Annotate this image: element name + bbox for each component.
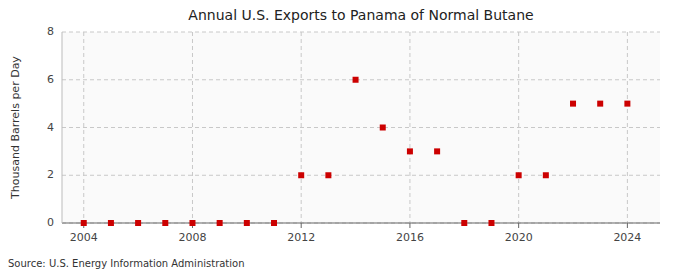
x-tick-label: 2024 <box>613 231 641 244</box>
grid <box>62 32 660 223</box>
y-tick-label: 8 <box>47 25 54 38</box>
point <box>516 172 522 178</box>
y-axis-label: Thousand Barrels per Day <box>9 56 22 200</box>
y-axis-line <box>62 32 63 223</box>
x-tick-label: 2016 <box>396 231 424 244</box>
point <box>298 172 304 178</box>
point <box>135 220 141 226</box>
x-tick-label: 2008 <box>178 231 206 244</box>
x-tick <box>627 223 628 228</box>
y-tick-label: 4 <box>47 121 54 134</box>
point <box>488 220 494 226</box>
point <box>380 125 386 131</box>
point <box>434 148 440 154</box>
y-grid-line <box>62 79 660 80</box>
point <box>217 220 223 226</box>
point <box>271 220 277 226</box>
point <box>81 220 87 226</box>
y-tick-label: 6 <box>47 73 54 86</box>
x-grid-line <box>627 32 628 223</box>
x-tick-label: 2004 <box>70 231 98 244</box>
source-note: Source: U.S. Energy Information Administ… <box>8 258 245 269</box>
x-grid-line <box>518 32 519 223</box>
x-axis-line <box>62 223 660 224</box>
x-grid-line <box>409 32 410 223</box>
point <box>461 220 467 226</box>
axes: 0 2 4 6 8 2004 2008 2012 2016 2020 2024 <box>47 25 660 244</box>
x-grid-line <box>192 32 193 223</box>
point <box>244 220 250 226</box>
y-grid-line <box>62 175 660 176</box>
point <box>353 77 359 83</box>
y-tick-label: 0 <box>47 216 54 229</box>
y-tick-label: 2 <box>47 168 54 181</box>
y-grid-line <box>62 223 660 224</box>
point <box>108 220 114 226</box>
points <box>81 77 631 226</box>
point <box>325 172 331 178</box>
point <box>407 148 413 154</box>
x-grid-line <box>301 32 302 223</box>
y-grid-line <box>62 127 660 128</box>
point <box>624 101 630 107</box>
point <box>570 101 576 107</box>
x-tick-label: 2020 <box>505 231 533 244</box>
x-grid-line <box>83 32 84 223</box>
point <box>189 220 195 226</box>
chart: 0 2 4 6 8 2004 2008 2012 2016 2020 2024 Annual U.S.… <box>0 0 675 275</box>
title: Annual U.S. Exports to Panama of Normal … <box>188 7 533 23</box>
plot-area <box>62 32 660 223</box>
x-tick <box>409 223 410 228</box>
x-tick <box>518 223 519 228</box>
x-tick <box>301 223 302 228</box>
point <box>162 220 168 226</box>
page: {"chart_data": {"type": "scatter", "titl… <box>0 0 675 275</box>
point <box>597 101 603 107</box>
x-tick-label: 2012 <box>287 231 315 244</box>
point <box>543 172 549 178</box>
y-grid-line <box>62 32 660 33</box>
